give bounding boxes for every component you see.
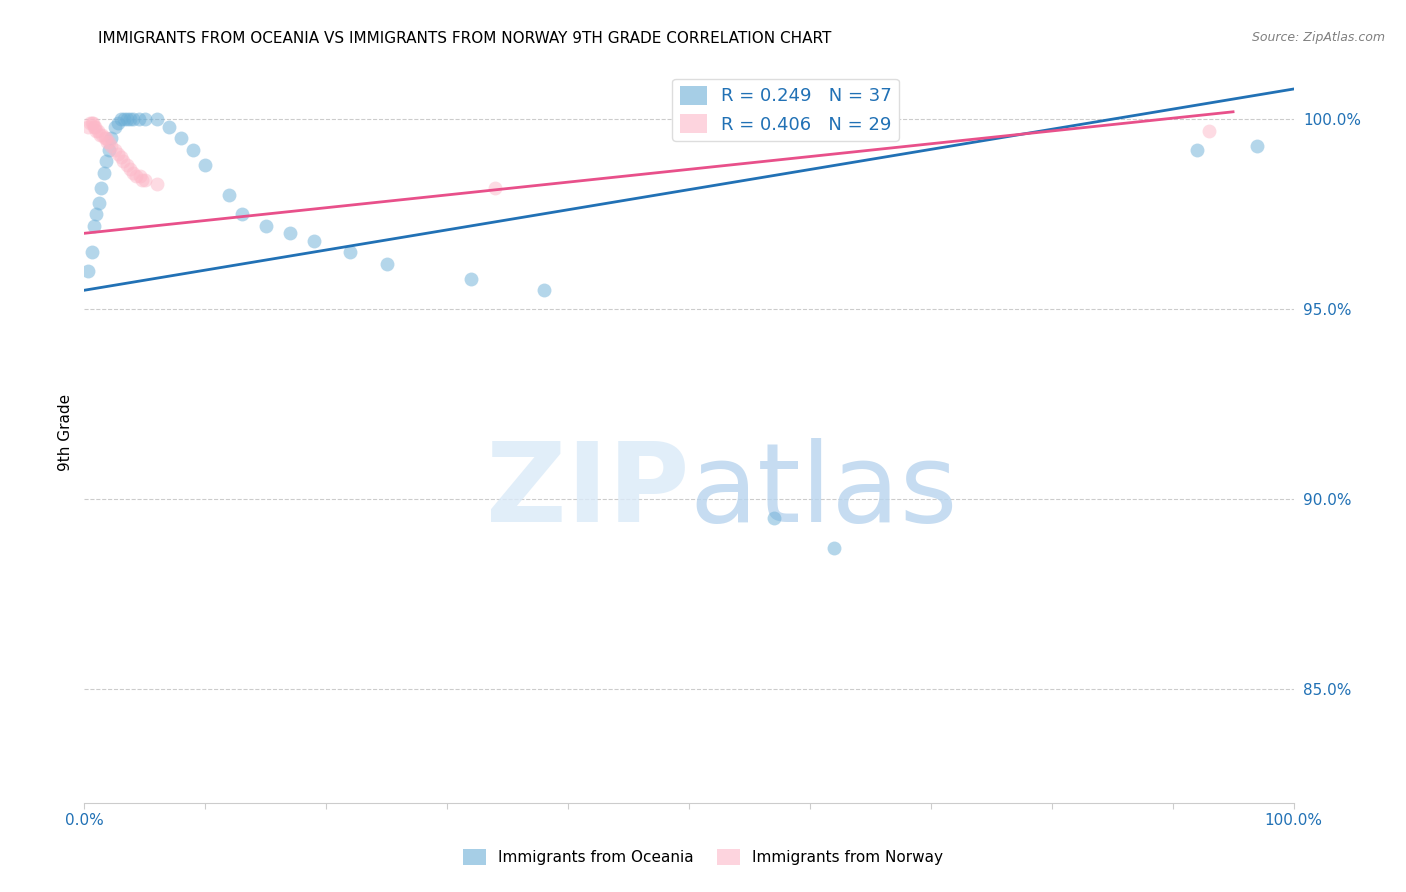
Point (460, 272, 482, 286)
Text: IMMIGRANTS FROM OCEANIA VS IMMIGRANTS FROM NORWAY 9TH GRADE CORRELATION CHART: IMMIGRANTS FROM OCEANIA VS IMMIGRANTS FR… (98, 31, 832, 46)
Point (77, 120, 100, 134)
Point (110, 150, 132, 164)
Point (375, 257, 398, 271)
Point (129, 169, 152, 184)
Point (91, 128, 114, 142)
Point (823, 541, 845, 556)
Point (115, 112, 138, 127)
Point (90, 180, 112, 194)
Point (83, 120, 105, 134)
Point (131, 173, 153, 187)
Point (96, 135, 118, 149)
Point (533, 283, 555, 297)
Point (278, 227, 301, 241)
Point (94, 131, 117, 145)
Point (79, 116, 101, 130)
Point (218, 188, 240, 202)
Point (86, 207, 108, 221)
Y-axis label: 9th Grade: 9th Grade (58, 394, 73, 471)
Point (104, 120, 127, 134)
Point (1185, 143, 1208, 157)
Point (89, 128, 111, 142)
Point (104, 143, 127, 157)
Point (194, 158, 217, 172)
Point (94, 154, 117, 169)
Text: ZIP: ZIP (485, 438, 689, 545)
Point (97, 135, 120, 149)
Point (339, 245, 361, 260)
Point (86, 124, 108, 138)
Point (762, 511, 785, 525)
Point (254, 219, 277, 233)
Point (80, 116, 103, 130)
Point (134, 112, 156, 127)
Point (84, 120, 107, 134)
Text: Source: ZipAtlas.com: Source: ZipAtlas.com (1251, 31, 1385, 45)
Point (134, 173, 156, 187)
Point (484, 180, 506, 194)
Point (86, 124, 108, 138)
Point (231, 207, 253, 221)
Point (110, 112, 132, 127)
Point (125, 169, 148, 184)
Point (120, 112, 142, 127)
Point (115, 158, 138, 172)
Point (157, 120, 180, 134)
Point (97, 143, 120, 157)
Point (100, 131, 122, 145)
Point (146, 112, 169, 127)
Legend: R = 0.249   N = 37, R = 0.406   N = 29: R = 0.249 N = 37, R = 0.406 N = 29 (672, 78, 898, 141)
Point (107, 146, 129, 161)
Point (80, 245, 103, 260)
Point (121, 112, 143, 127)
Point (128, 112, 150, 127)
Text: atlas: atlas (689, 438, 957, 545)
Point (77, 264, 100, 278)
Point (100, 139, 122, 153)
Point (112, 112, 135, 127)
Point (94, 131, 117, 145)
Point (112, 154, 135, 169)
Point (82, 116, 104, 130)
Point (170, 131, 193, 145)
Legend: Immigrants from Oceania, Immigrants from Norway: Immigrants from Oceania, Immigrants from… (457, 843, 949, 871)
Point (93, 165, 115, 179)
Point (121, 165, 143, 179)
Point (107, 116, 129, 130)
Point (302, 234, 325, 248)
Point (83, 219, 105, 233)
Point (87, 195, 110, 210)
Point (181, 143, 204, 157)
Point (120, 161, 142, 176)
Point (1246, 139, 1268, 153)
Point (146, 177, 169, 191)
Point (1198, 124, 1220, 138)
